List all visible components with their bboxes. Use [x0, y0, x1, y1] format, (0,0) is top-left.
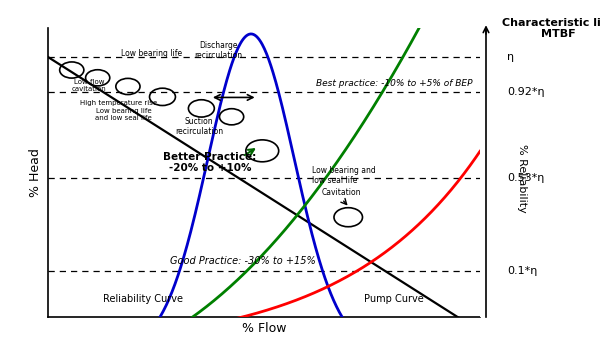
- Text: Reliability Curve: Reliability Curve: [103, 295, 183, 304]
- Text: High temperature rise: High temperature rise: [80, 100, 158, 106]
- Text: Low flow
cavitation: Low flow cavitation: [71, 80, 106, 92]
- Text: Low bearing and
low seal life: Low bearing and low seal life: [311, 166, 375, 185]
- Text: η: η: [507, 52, 514, 62]
- Text: Good Practice: -30% to +15%: Good Practice: -30% to +15%: [170, 256, 315, 265]
- Text: 0.53*η: 0.53*η: [507, 173, 544, 183]
- Text: Best practice: -10% to +5% of BEP: Best practice: -10% to +5% of BEP: [316, 78, 472, 88]
- Text: Suction
recirculation: Suction recirculation: [175, 117, 223, 136]
- Text: Better Practice:
-20% to +10%: Better Practice: -20% to +10%: [163, 152, 257, 173]
- Text: % Reliability: % Reliability: [517, 144, 527, 213]
- Text: 0.1*η: 0.1*η: [507, 266, 538, 276]
- Text: Low bearing life
and low seal life: Low bearing life and low seal life: [95, 108, 152, 121]
- Text: Pump Curve: Pump Curve: [364, 295, 424, 304]
- Text: Low bearing life: Low bearing life: [121, 50, 182, 58]
- Text: 0.92*η: 0.92*η: [507, 87, 545, 97]
- Text: Characteristic life
MTBF: Characteristic life MTBF: [502, 18, 600, 39]
- Text: Cavitation: Cavitation: [322, 188, 362, 197]
- Text: Discharge
recirculation: Discharge recirculation: [194, 41, 243, 61]
- Y-axis label: % Head: % Head: [29, 148, 43, 197]
- X-axis label: % Flow: % Flow: [242, 322, 286, 335]
